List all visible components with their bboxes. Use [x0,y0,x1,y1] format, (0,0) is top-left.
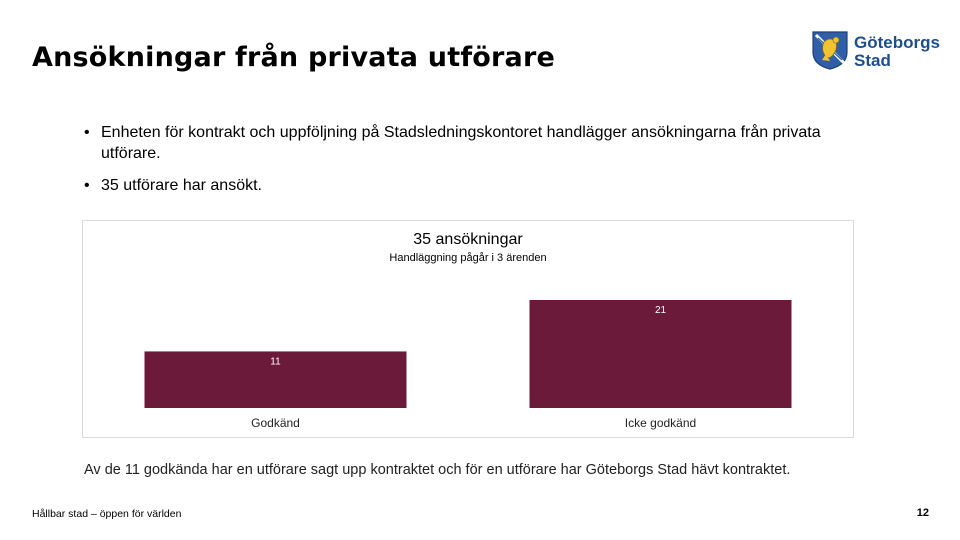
logo-text: Göteborgs Stad [854,34,940,70]
chart-subtitle: Handläggning pågår i 3 ärenden [389,252,547,264]
logo-line-2: Stad [854,51,891,70]
data-label: 21 [655,305,667,316]
data-label: 11 [270,356,281,367]
chart-title: 35 ansökningar [413,231,523,248]
coat-of-arms-icon [812,31,848,70]
bullet-text: Enheten för kontrakt och uppföljning på … [101,124,821,162]
bullet-dot: • [84,177,90,194]
page-number: 12 [916,507,929,519]
chart-plot: 11 Godkänd 21 Icke godkänd [144,300,792,430]
bar-icke-godkänd [529,300,792,408]
chart-footnote: Av de 11 godkända har en utförare sagt u… [84,462,791,478]
bar-chart: 35 ansökningar Handläggning pågår i 3 är… [82,220,854,438]
category-label: Icke godkänd [625,416,696,430]
footer-tagline: Hållbar stad – öppen för världen [32,508,182,520]
bullet-item: • Enheten för kontrakt och uppföljning p… [84,122,884,164]
bar-godkänd [144,351,407,408]
goteborgs-stad-logo: Göteborgs Stad [810,30,940,74]
category-label: Godkänd [251,416,300,430]
bullet-text: 35 utförare har ansökt. [101,177,262,194]
logo-line-1: Göteborgs [854,33,940,52]
bullet-dot: • [84,124,90,141]
bullet-list: • Enheten för kontrakt och uppföljning p… [84,122,884,207]
slide-title: Ansökningar från privata utförare [32,42,555,73]
bullet-item: • 35 utförare har ansökt. [84,175,884,196]
